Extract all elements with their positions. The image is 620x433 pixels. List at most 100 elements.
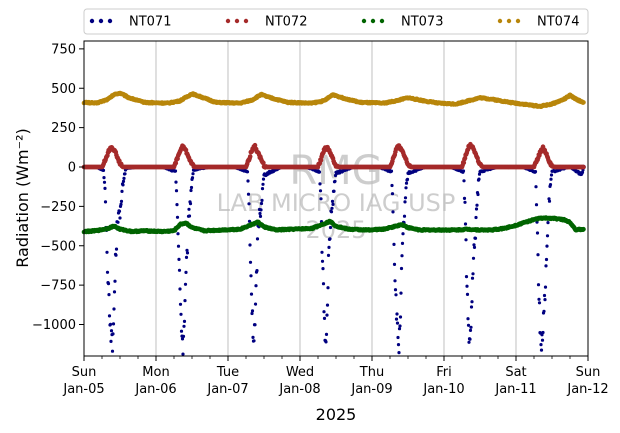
data-point	[473, 236, 478, 240]
data-point	[258, 211, 262, 216]
data-point	[112, 290, 117, 294]
data-point	[549, 173, 554, 177]
x-tick-label: Jan-06	[134, 382, 176, 397]
data-point	[328, 237, 332, 241]
data-point	[173, 169, 178, 173]
data-point	[324, 340, 328, 344]
data-point	[472, 245, 477, 249]
data-point	[250, 311, 254, 316]
data-point	[465, 284, 469, 288]
data-point	[187, 214, 192, 218]
legend-label: NT073	[401, 15, 443, 30]
legend-marker	[506, 18, 512, 24]
data-point	[102, 176, 106, 180]
data-point	[389, 169, 394, 173]
data-point	[184, 270, 188, 274]
data-point	[545, 234, 550, 238]
data-point	[179, 329, 184, 333]
data-point	[111, 322, 116, 326]
data-point	[258, 214, 263, 218]
data-point	[174, 180, 178, 184]
data-point	[394, 317, 399, 321]
data-point	[123, 172, 127, 176]
data-point	[535, 231, 540, 235]
data-point	[581, 100, 586, 105]
data-point	[259, 201, 264, 206]
legend-marker	[234, 18, 240, 24]
data-point	[109, 339, 113, 343]
data-point	[120, 189, 124, 193]
legend-item-NT072: NT072	[225, 15, 307, 30]
data-point	[322, 310, 326, 314]
data-point	[534, 203, 539, 207]
data-point	[259, 208, 263, 212]
legend-marker	[107, 18, 113, 24]
data-point	[400, 254, 404, 258]
data-point	[393, 288, 398, 292]
data-point	[548, 183, 553, 187]
data-point	[396, 335, 400, 340]
data-point	[101, 168, 106, 172]
data-point	[537, 301, 542, 305]
data-point	[476, 192, 480, 197]
x-tick-label: Jan-10	[422, 382, 464, 397]
data-point	[399, 266, 404, 271]
data-point	[391, 210, 395, 214]
data-point	[318, 182, 322, 186]
data-point	[324, 332, 329, 336]
data-point	[253, 323, 257, 327]
data-point	[187, 207, 191, 211]
data-point	[252, 142, 258, 148]
series-NT073	[81, 215, 586, 235]
x-tick-label: Jan-09	[350, 382, 392, 397]
data-point	[536, 283, 541, 287]
data-point	[251, 335, 255, 339]
data-point	[261, 182, 265, 186]
data-point	[470, 300, 474, 304]
y-axis: 750 500 250 0 −250 −500 −750 −1000	[32, 42, 84, 333]
y-tick-label: −1000	[32, 318, 76, 333]
data-point	[403, 196, 408, 200]
legend: NT071 NT072 NT073 NT074	[83, 8, 589, 35]
data-point	[250, 309, 255, 313]
data-point	[397, 327, 402, 331]
data-point	[543, 298, 547, 302]
data-point	[461, 160, 467, 165]
data-point	[317, 170, 322, 174]
data-point	[113, 279, 117, 283]
data-point	[400, 241, 405, 245]
data-point	[542, 309, 546, 313]
data-point	[461, 169, 466, 173]
data-point	[404, 186, 408, 190]
data-point	[103, 200, 108, 204]
data-point	[463, 222, 468, 226]
y-tick-label: 0	[68, 161, 76, 176]
data-point	[330, 206, 334, 210]
data-point	[105, 250, 109, 254]
data-point	[474, 207, 479, 211]
data-point	[403, 200, 407, 204]
data-point	[468, 328, 473, 332]
data-point	[321, 267, 325, 271]
data-point	[261, 177, 266, 181]
data-point	[333, 179, 337, 183]
y-tick-label: 250	[51, 121, 76, 136]
y-tick-label: 500	[51, 82, 76, 97]
data-point	[467, 340, 471, 344]
x-tick-label: Jan-05	[62, 382, 104, 397]
data-point	[110, 349, 115, 353]
data-point	[175, 203, 179, 207]
data-point	[396, 343, 401, 347]
legend-marker	[379, 18, 385, 24]
data-point	[116, 220, 120, 224]
data-point	[103, 186, 107, 190]
data-point	[397, 351, 401, 355]
data-point	[248, 243, 252, 247]
data-point	[118, 216, 122, 220]
y-tick-label: 750	[51, 42, 76, 57]
data-point	[544, 257, 549, 262]
data-point	[114, 247, 119, 251]
data-point	[581, 226, 586, 232]
data-point	[464, 275, 469, 279]
